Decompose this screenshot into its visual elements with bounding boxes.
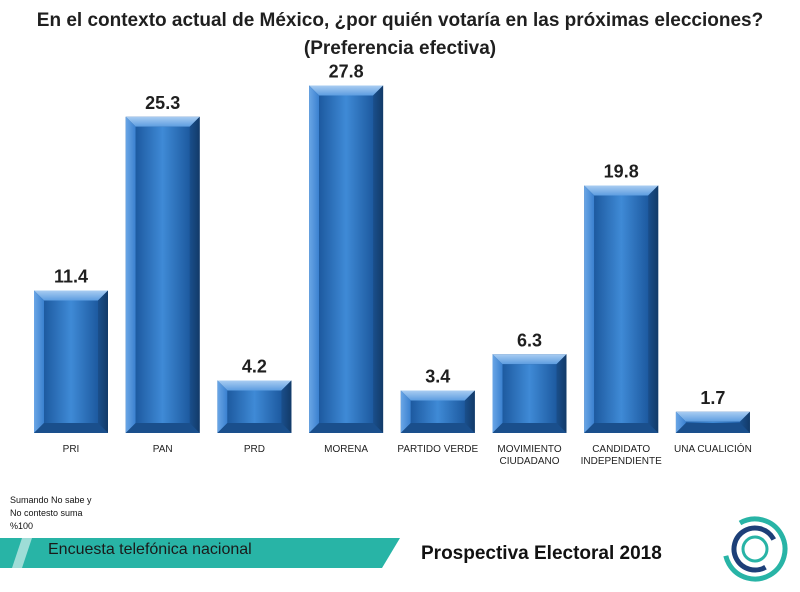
bar-bevel-top: [217, 380, 292, 391]
bar-8: [675, 411, 750, 433]
bar-bevel-bottom: [400, 423, 475, 433]
bar-bevel-bottom: [309, 423, 384, 433]
bar-bevel-top: [492, 354, 567, 365]
note-line-1: Sumando No sabe y: [10, 495, 92, 505]
bar-bevel-right: [556, 354, 567, 433]
category-label: PAN: [153, 444, 173, 455]
category-label: CANDIDATO: [592, 444, 650, 455]
value-label: 11.4: [54, 267, 88, 287]
bar-1: [34, 290, 108, 433]
bar-bevel-left: [584, 185, 595, 433]
bar-bevel-right: [98, 290, 108, 433]
bar-face: [410, 400, 465, 423]
bar-bevel-right: [648, 185, 659, 433]
bar-face: [135, 126, 190, 423]
category-label: CIUDADANO: [499, 456, 559, 467]
bar-face: [594, 195, 649, 423]
bar-bevel-right: [373, 85, 384, 433]
bar-bevel-bottom: [675, 423, 750, 433]
bar-bevel-left: [492, 354, 503, 433]
bar-7: [584, 185, 659, 433]
chart-title: En el contexto actual de México, ¿por qu…: [36, 10, 764, 31]
survey-band: [0, 538, 400, 568]
bar-bevel-bottom: [217, 423, 292, 433]
bar-bevel-left: [675, 411, 686, 433]
category-label: PRI: [63, 444, 80, 455]
category-label: UNA CUALICIÓN: [674, 442, 752, 455]
category-label: MOVIMIENTO: [497, 444, 561, 455]
bar-bevel-left: [34, 290, 44, 433]
brand-title: Prospectiva Electoral 2018: [421, 543, 662, 564]
bar-bevel-top: [584, 185, 659, 196]
bar-bevel-left: [125, 116, 136, 433]
bar-bevel-bottom: [492, 423, 567, 433]
bar-bevel-bottom: [584, 423, 659, 433]
note-line-3: %100: [10, 521, 34, 531]
bar-bevel-top: [125, 116, 200, 127]
category-label: PRD: [244, 444, 265, 455]
bar-bevel-right: [739, 411, 750, 433]
bar-bevel-right: [189, 116, 200, 433]
bar-bevel-top: [675, 411, 750, 422]
bar-3: [217, 380, 292, 433]
bar-bevel-right: [464, 390, 475, 433]
value-label: 27.8: [329, 62, 364, 82]
bar-6: [492, 354, 567, 433]
category-label: PARTIDO VERDE: [397, 444, 478, 455]
survey-label: Encuesta telefónica nacional: [48, 541, 252, 558]
note-text: Sumando No sabe y No contesto suma %100: [10, 494, 92, 533]
bar-bevel-left: [400, 390, 411, 433]
bar-4: [309, 85, 384, 433]
value-label: 1.7: [700, 388, 725, 408]
value-label: 25.3: [145, 93, 180, 113]
bar-bevel-left: [309, 85, 320, 433]
bar-bevel-top: [34, 290, 108, 301]
bar-chart: 11.4 PRI 25.3 PAN 4.2 PRD 27.8 MORENA 3.4 PARTIDO…: [34, 62, 752, 467]
note-line-2: No contesto suma: [10, 508, 83, 518]
bar-bevel-top: [309, 85, 384, 96]
bar-bevel-top: [400, 390, 475, 401]
category-label: INDEPENDIENTE: [581, 456, 662, 467]
value-label: 19.8: [604, 162, 639, 182]
bar-bevel-left: [217, 380, 228, 433]
logo-icon: [722, 516, 788, 582]
value-label: 4.2: [242, 357, 267, 377]
bar-face: [685, 421, 740, 423]
bar-bevel-bottom: [125, 423, 200, 433]
bar-2: [125, 116, 200, 433]
category-label: MORENA: [324, 444, 368, 455]
bar-face: [502, 364, 557, 423]
bar-face: [319, 95, 374, 423]
value-label: 3.4: [425, 367, 450, 387]
chart-subtitle: (Preferencia efectiva): [303, 38, 497, 59]
bar-face: [227, 390, 282, 423]
value-label: 6.3: [517, 330, 542, 350]
bar-5: [400, 390, 475, 433]
bar-face: [44, 300, 98, 423]
bar-bevel-right: [281, 380, 292, 433]
bar-bevel-bottom: [34, 423, 108, 433]
